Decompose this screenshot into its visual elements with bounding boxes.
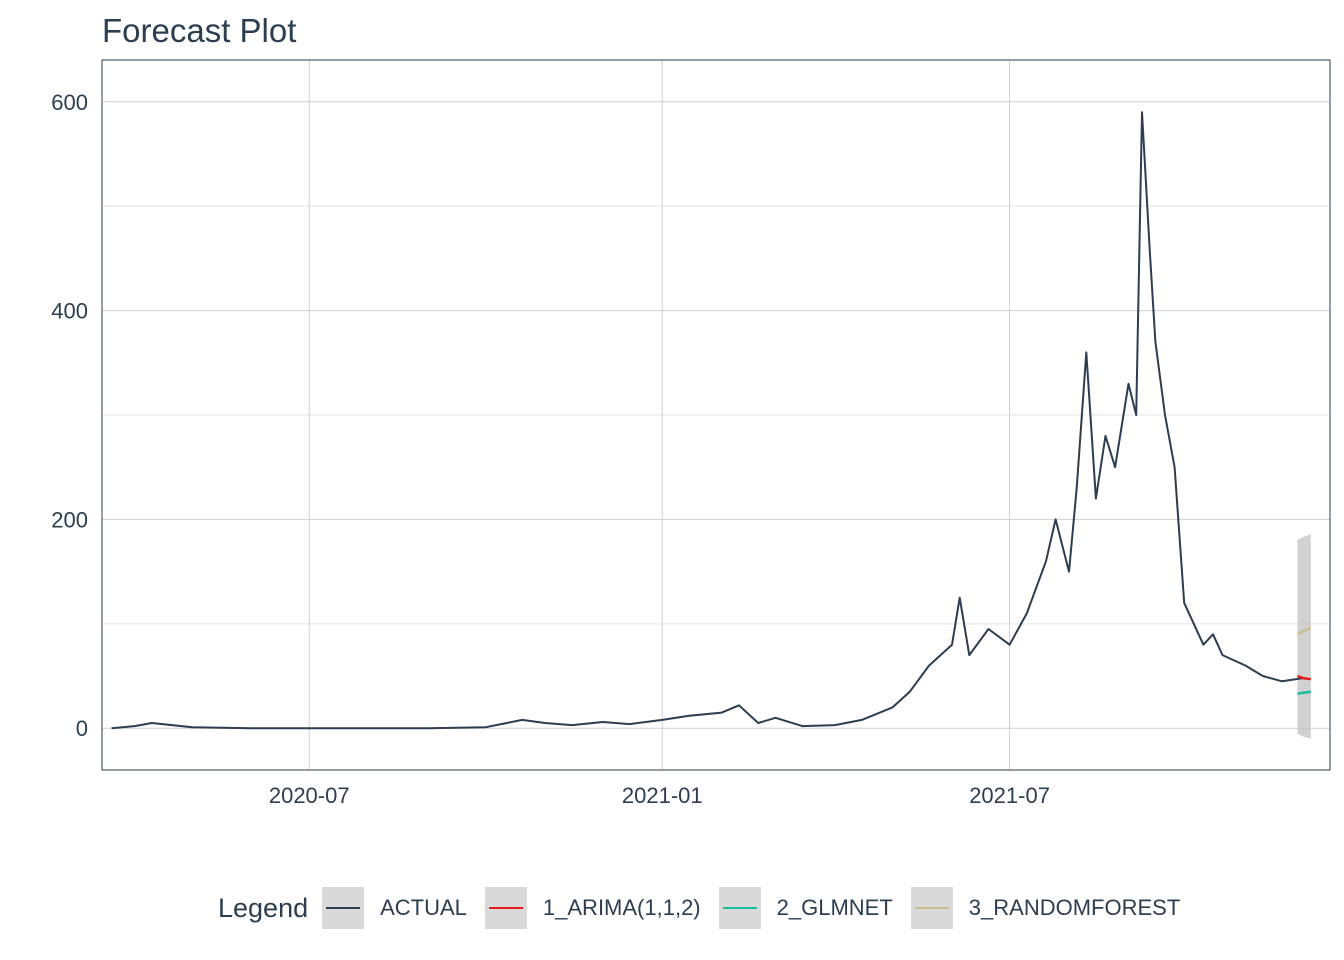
legend-item-randomforest: 3_RANDOMFOREST [910,887,1181,929]
confidence-band [1297,534,1311,739]
series-line-1-arima-1-1-2- [1296,674,1311,681]
legend-item-glmnet: 2_GLMNET [718,887,893,929]
legend-key-actual [322,887,365,929]
legend-label-glmnet: 2_GLMNET [776,895,893,920]
plot-panel-border [101,59,1331,771]
y-tick-labels: 0 200 400 600 [51,90,88,741]
series-line-2-glmnet [1297,690,1311,696]
legend-key-glmnet [718,887,761,929]
legend-label-randomforest: 3_RANDOMFOREST [968,895,1181,920]
legend-swatch-randomforest [914,907,949,909]
legend-item-arima: 1_ARIMA(1,1,2) [484,887,701,929]
x-tick-label: 2021-01 [622,783,703,808]
y-tick-label: 0 [76,716,88,741]
legend-swatch-arima [488,907,523,909]
legend-label-arima: 1_ARIMA(1,1,2) [542,895,701,920]
confidence-band-layer [1297,534,1311,739]
legend-key-randomforest [910,887,953,929]
y-tick-label: 200 [51,507,88,532]
legend-key-arima [484,887,527,929]
legend-swatch-actual [326,907,361,909]
forecast-plot: 0 200 400 600 2020-07 2021-01 2021-07 [51,59,1331,808]
legend-item-actual: ACTUAL [322,887,467,929]
legend-swatch-glmnet [722,907,757,909]
legend-label-actual: ACTUAL [380,895,467,920]
series-line-3-randomforest [1296,626,1312,636]
chart-title: Forecast Plot [102,12,297,49]
y-tick-label: 400 [51,299,88,324]
x-tick-labels: 2020-07 2021-01 2021-07 [269,783,1050,808]
y-tick-label: 600 [51,90,88,115]
series-layer [111,111,1312,730]
x-tick-label: 2021-07 [969,783,1050,808]
legend-title: Legend [218,892,309,923]
x-tick-label: 2020-07 [269,783,350,808]
series-line-actual [111,111,1304,730]
grid-layer [102,60,1330,770]
legend: Legend ACTUAL 1_ARIMA(1,1,2) 2_GLMNET 3_… [218,885,1198,931]
